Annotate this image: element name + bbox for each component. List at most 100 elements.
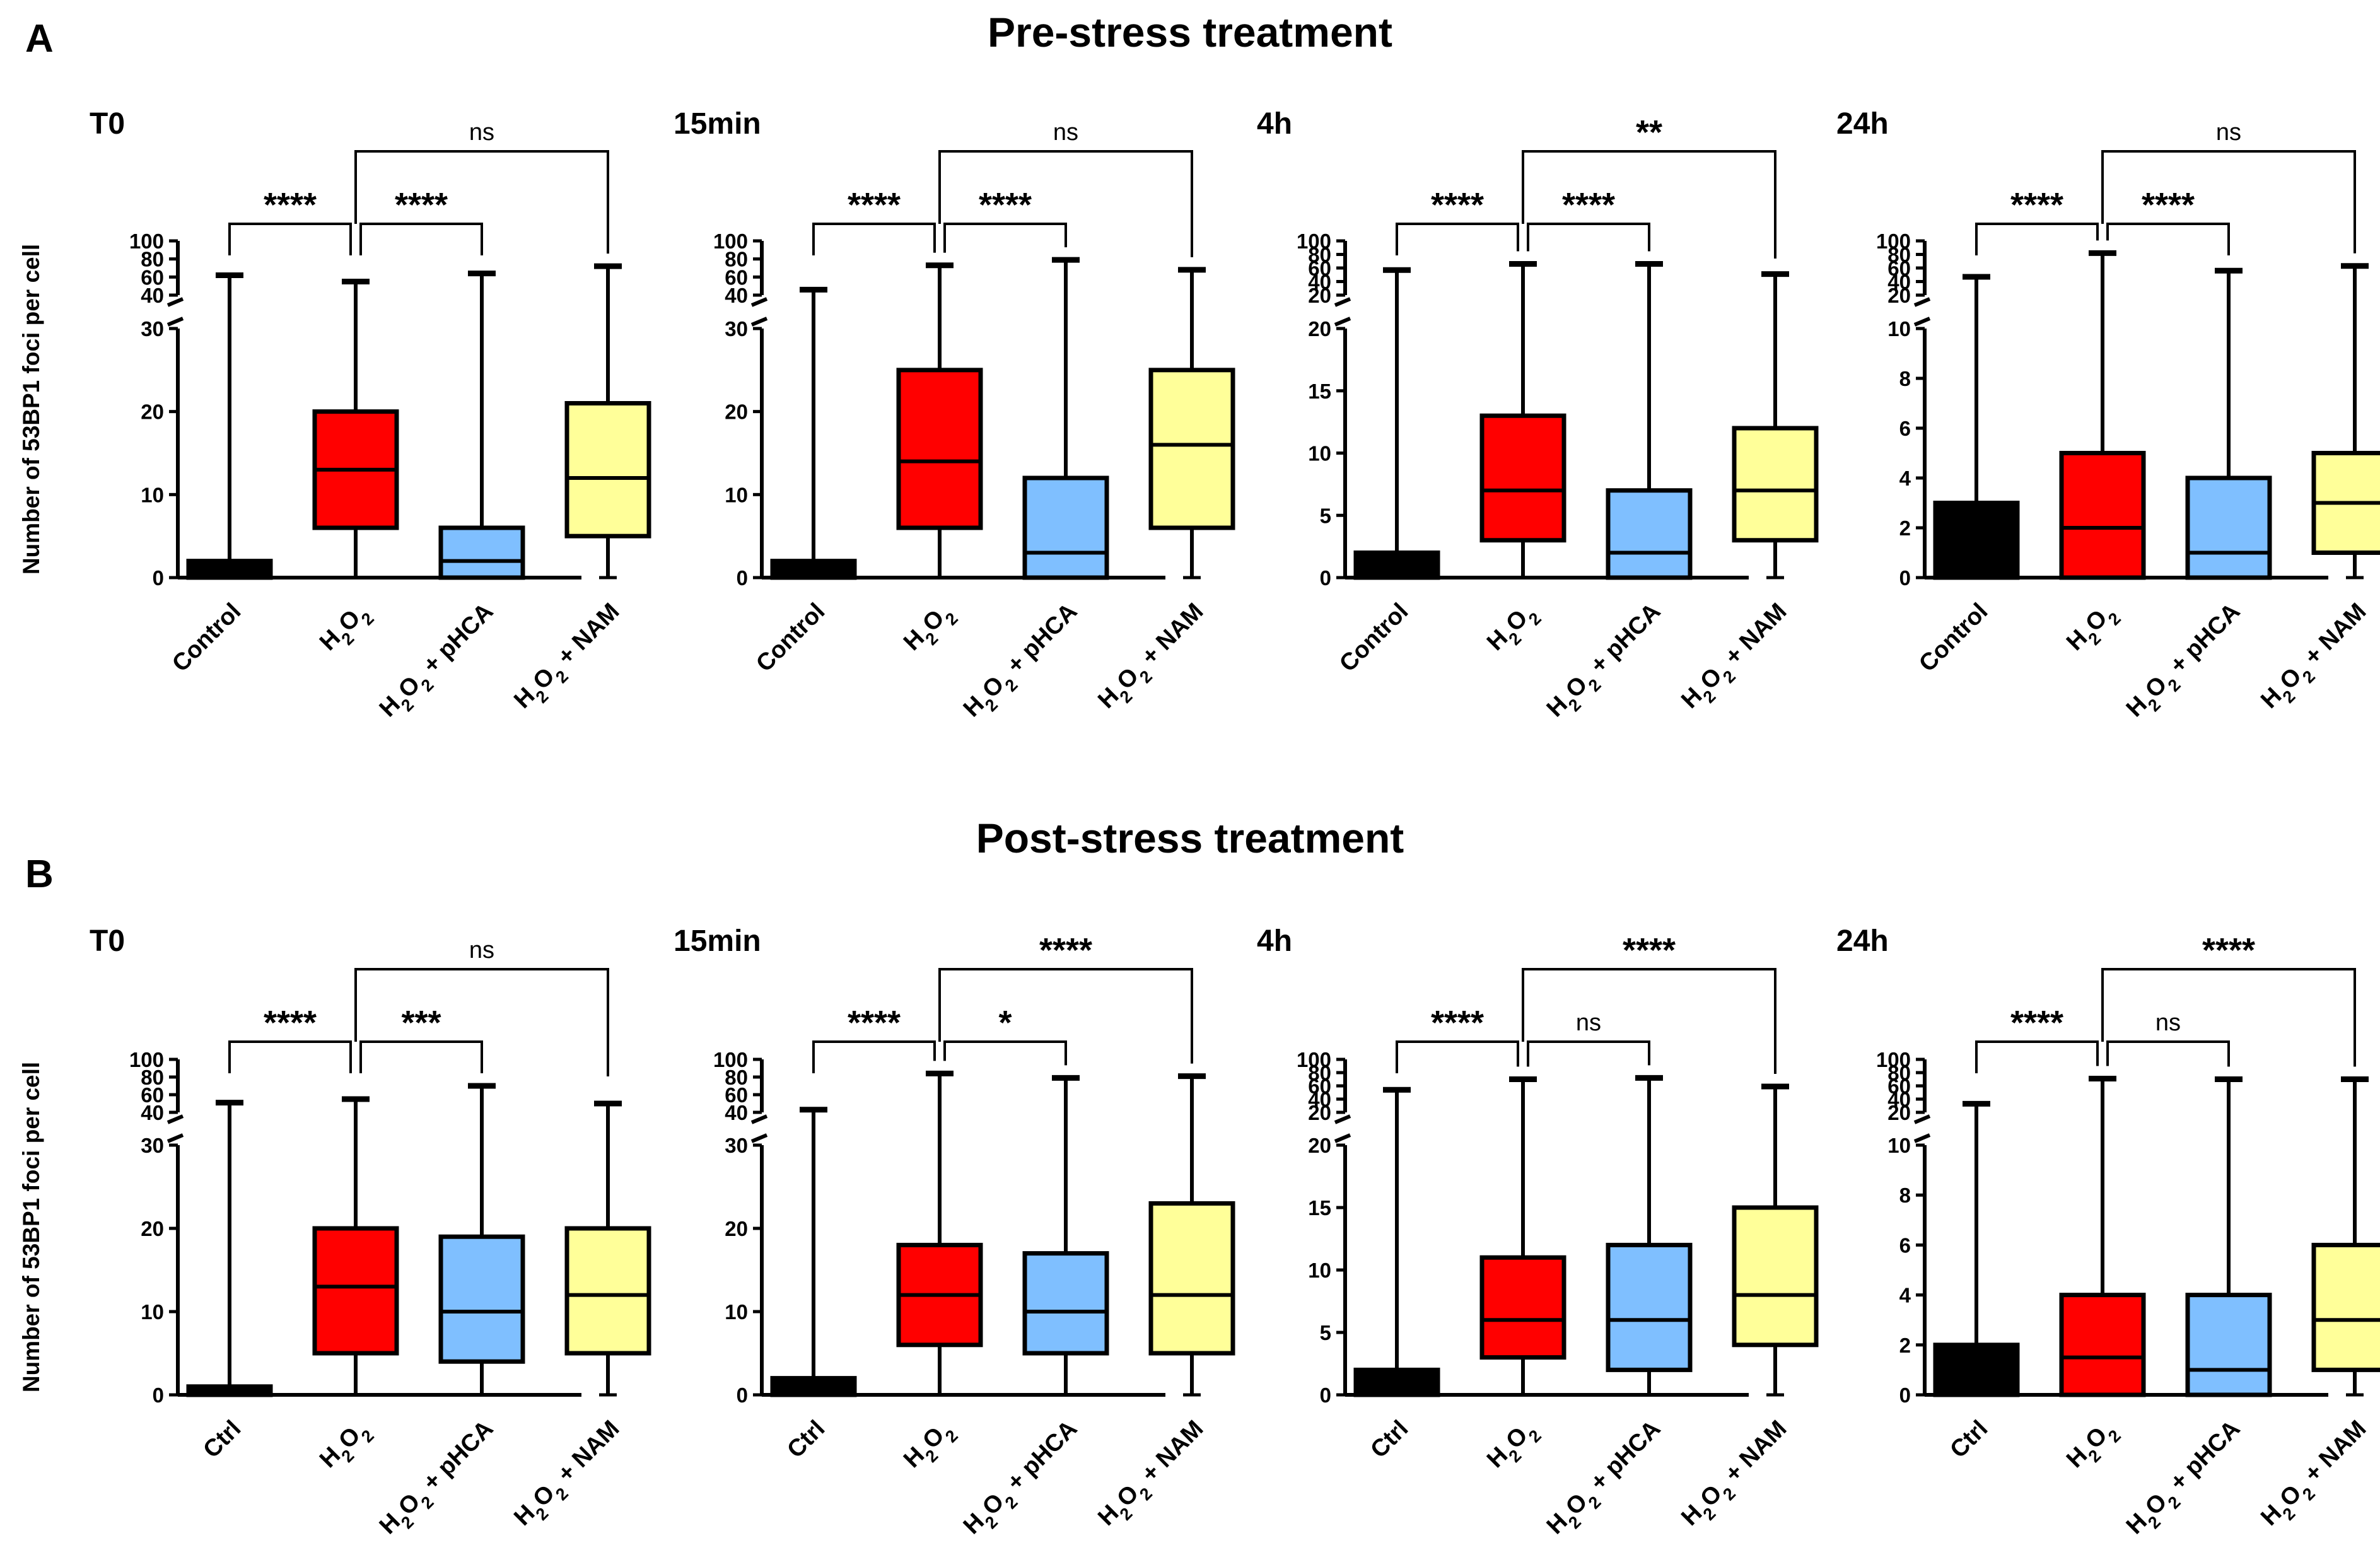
axis-break-mark: [166, 297, 184, 307]
y-axis-label: Number of 53BP1 foci per cell: [18, 244, 44, 574]
y-axis-label: Number of 53BP1 foci per cell: [18, 1062, 44, 1392]
category-label: H2O2: [315, 598, 378, 661]
category-label: H2O2 + NAM: [1676, 598, 1797, 719]
axis-break-mark: [1913, 1114, 1931, 1124]
significance-label: ns: [2216, 119, 2241, 146]
box-iqr: [1353, 550, 1440, 580]
y-tick-label: 10: [1308, 1259, 1331, 1282]
significance-bracket: [812, 1040, 936, 1073]
category-label: H2O2 + NAM: [1093, 598, 1214, 719]
y-tick-label: 40: [725, 1101, 748, 1124]
significance-label: ns: [1576, 1010, 1601, 1036]
y-tick-label: 60: [1887, 257, 1911, 280]
y-tick-label: 20: [1308, 317, 1331, 341]
box-iqr: [1606, 1242, 1693, 1372]
y-tick-label: 0: [1320, 566, 1331, 590]
significance-bracket: [359, 1040, 483, 1073]
significance-label: ns: [469, 937, 494, 964]
significance-label: ****: [2010, 186, 2063, 224]
y-tick-label: 4: [1899, 1284, 1911, 1307]
y-tick-label: 0: [1899, 566, 1911, 590]
box-iqr: [2185, 1293, 2272, 1397]
significance-bracket: [1975, 1040, 2099, 1073]
row-title-b: Post-stress treatment: [976, 815, 1404, 861]
box-h2o2-nam: [1148, 1073, 1235, 1397]
significance-label: ****: [1039, 931, 1092, 969]
significance-bracket: [354, 150, 609, 254]
y-tick-label: 40: [141, 284, 164, 307]
y-tick-label: 100: [713, 1048, 748, 1071]
y-tick-label: 100: [1297, 1048, 1331, 1071]
y-tick-label: 40: [141, 1101, 164, 1124]
significance-bracket: [228, 1040, 352, 1073]
box-h2o2: [1479, 1076, 1566, 1397]
significance-label: ns: [1053, 119, 1078, 146]
significance-label: ***: [401, 1004, 441, 1042]
significance-bracket: [1522, 150, 1776, 259]
significance-label: ****: [395, 186, 448, 224]
y-tick-label: 40: [1887, 1088, 1911, 1111]
box-h2o2: [896, 1070, 983, 1397]
category-label: H2O2 + NAM: [2256, 1416, 2377, 1537]
y-tick-label: 40: [1308, 271, 1331, 294]
significance-label: ****: [1431, 186, 1484, 224]
y-tick-label: 6: [1899, 1233, 1911, 1257]
box-h2o2-phca: [1022, 257, 1109, 580]
box-iqr: [312, 1226, 399, 1356]
category-label: H2O2 + pHCA: [2121, 598, 2251, 728]
y-tick-label: 80: [141, 248, 164, 271]
y-tick-label: 6: [1899, 417, 1911, 440]
y-tick-label: 60: [1308, 257, 1331, 280]
category-label: Ctrl: [1365, 1416, 1413, 1464]
significance-bracket: [943, 223, 1067, 253]
box-iqr: [1606, 488, 1693, 580]
category-label: H2O2 + pHCA: [1542, 1416, 1671, 1545]
y-tick-label: 20: [725, 1217, 748, 1240]
box-iqr: [1022, 475, 1109, 580]
box-h2o2: [896, 262, 983, 580]
category-label: H2O2: [1482, 598, 1545, 661]
category-label: H2O2 + pHCA: [375, 1416, 504, 1545]
y-tick-label: 60: [1308, 1075, 1331, 1098]
box-h2o2-nam: [2311, 263, 2380, 580]
panel-title: 4h: [1257, 924, 1292, 958]
axis-break-mark: [750, 317, 768, 327]
significance-bracket: [938, 968, 1193, 1064]
significance-label: ****: [1431, 1004, 1484, 1042]
panel-title: 15min: [674, 924, 761, 958]
category-label: H2O2 + NAM: [509, 598, 630, 719]
category-label: H2O2 + NAM: [2256, 598, 2377, 719]
box-iqr: [564, 1226, 651, 1356]
significance-label: ****: [1623, 931, 1676, 969]
category-label: H2O2 + NAM: [1676, 1416, 1797, 1537]
significance-label: ****: [979, 186, 1032, 224]
significance-bracket: [812, 223, 936, 255]
box-control: [1933, 274, 2020, 580]
y-tick-label: 10: [1887, 1134, 1911, 1157]
y-tick-label: 8: [1899, 1184, 1911, 1207]
axis-break-mark: [750, 1114, 768, 1124]
y-tick-label: 60: [725, 1083, 748, 1107]
y-tick-label: 20: [141, 400, 164, 424]
y-tick-label: 0: [1899, 1384, 1911, 1407]
y-tick-label: 80: [1308, 1061, 1331, 1085]
y-tick-label: 0: [153, 1384, 164, 1407]
box-iqr: [1933, 501, 2020, 580]
significance-bracket: [1522, 968, 1776, 1075]
y-tick-label: 4: [1899, 467, 1911, 490]
significance-label: *: [998, 1004, 1012, 1042]
significance-label: ****: [1562, 186, 1615, 224]
box-h2o2-nam: [2311, 1076, 2380, 1397]
y-tick-label: 80: [725, 1066, 748, 1089]
category-label: H2O2 + pHCA: [959, 1416, 1088, 1545]
axis-break-mark: [1334, 1114, 1351, 1124]
category-label: Ctrl: [782, 1416, 830, 1464]
significance-bracket: [938, 150, 1193, 257]
category-label: H2O2 + NAM: [1093, 1416, 1214, 1537]
significance-bracket: [1396, 223, 1519, 255]
box-h2o2-nam: [564, 1100, 651, 1397]
